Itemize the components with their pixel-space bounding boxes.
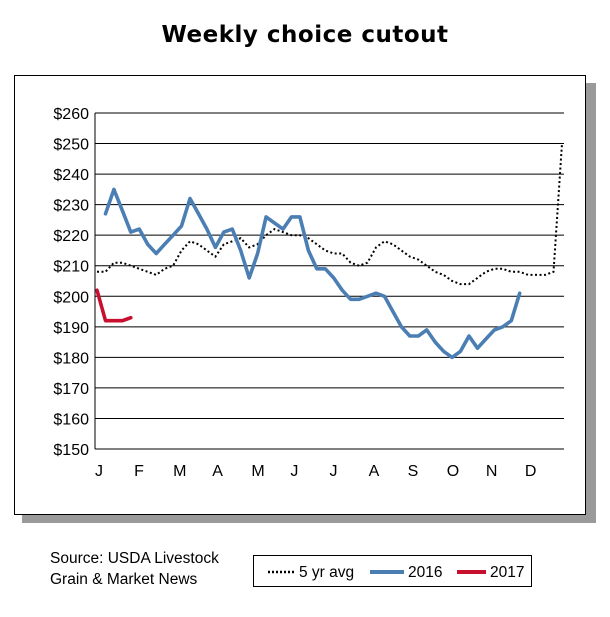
series-line-2016 [103, 187, 522, 360]
chart-frame: $150 $160 $170 $180 $190 $200 $210 $220 $230 $240… [14, 75, 586, 515]
x-tick-label: A [369, 463, 380, 480]
series-line-5-yr-avg [97, 143, 563, 286]
x-tick-label: M [173, 463, 186, 480]
y-tick-label: $160 [53, 411, 89, 428]
x-tick-label: A [212, 463, 223, 480]
y-tick-label: $250 [53, 137, 89, 154]
x-tick-label: F [134, 463, 144, 480]
x-tick-label: J [95, 463, 103, 480]
x-tick-label: N [486, 463, 498, 480]
x-tick-label: D [525, 463, 537, 480]
chart-title: Weekly choice cutout [161, 22, 449, 48]
source-note: Source: USDA Livestock Grain & Market Ne… [50, 548, 219, 590]
series-line-2017 [95, 288, 133, 323]
y-tick-label: $180 [53, 350, 89, 367]
line-chart: $150 $160 $170 $180 $190 $200 $210 $220 $230 $240… [53, 106, 564, 480]
x-tick-label: S [408, 463, 419, 480]
y-tick-label: $230 [53, 198, 89, 215]
y-tick-label: $200 [53, 289, 89, 306]
x-tick-label: O [447, 463, 459, 480]
x-tick-label: J [290, 463, 298, 480]
y-tick-label: $210 [53, 259, 89, 276]
y-tick-label: $190 [53, 320, 89, 337]
x-tick-label: M [251, 463, 264, 480]
legend: 5 yr avg 2016 2017 [253, 555, 532, 587]
source-line-1: Source: USDA Livestock [50, 550, 219, 567]
y-tick-label: $240 [53, 167, 89, 184]
legend-label-5yr-avg: 5 yr avg [299, 564, 354, 581]
y-tick-label: $150 [53, 442, 89, 459]
y-tick-label: $260 [53, 106, 89, 123]
x-tick-label: J [330, 463, 338, 480]
y-tick-label: $220 [53, 228, 89, 245]
y-tick-label: $170 [53, 381, 89, 398]
legend-label-2017: 2017 [490, 564, 524, 581]
legend-label-2016: 2016 [408, 564, 442, 581]
source-line-2: Grain & Market News [50, 571, 198, 588]
